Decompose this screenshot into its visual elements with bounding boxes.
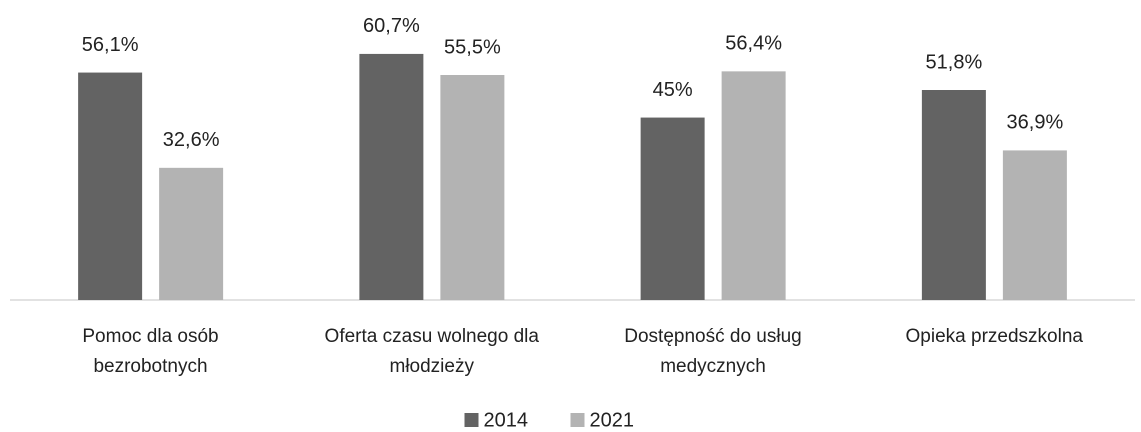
bar (640, 117, 705, 300)
data-label: 36,9% (1007, 112, 1064, 134)
bar (1002, 150, 1067, 300)
bar (721, 71, 786, 300)
x-tick-label: Pomoc dla osób bezrobotnych (82, 326, 219, 377)
x-tick-label: Oferta czasu wolnego dla młodzieży (324, 326, 539, 377)
legend-swatch (570, 413, 585, 427)
x-tick-label: Opieka przedszkolna (905, 326, 1083, 347)
data-label: 55,5% (444, 36, 501, 58)
bar (359, 53, 424, 301)
legend-label: 2014 (484, 409, 529, 431)
bar (78, 72, 143, 300)
bar (440, 75, 505, 300)
data-label: 56,1% (82, 34, 139, 56)
data-label: 60,7% (363, 15, 420, 37)
data-label: 51,8% (926, 51, 983, 73)
data-label: 45% (653, 79, 693, 101)
bar (159, 167, 224, 300)
bar (921, 90, 986, 300)
legend-swatch (464, 413, 479, 427)
data-label: 32,6% (163, 129, 220, 151)
x-tick-label: Dostępność do usług medycznych (624, 326, 802, 377)
legend-label: 2021 (590, 409, 635, 431)
data-label: 56,4% (725, 33, 782, 55)
